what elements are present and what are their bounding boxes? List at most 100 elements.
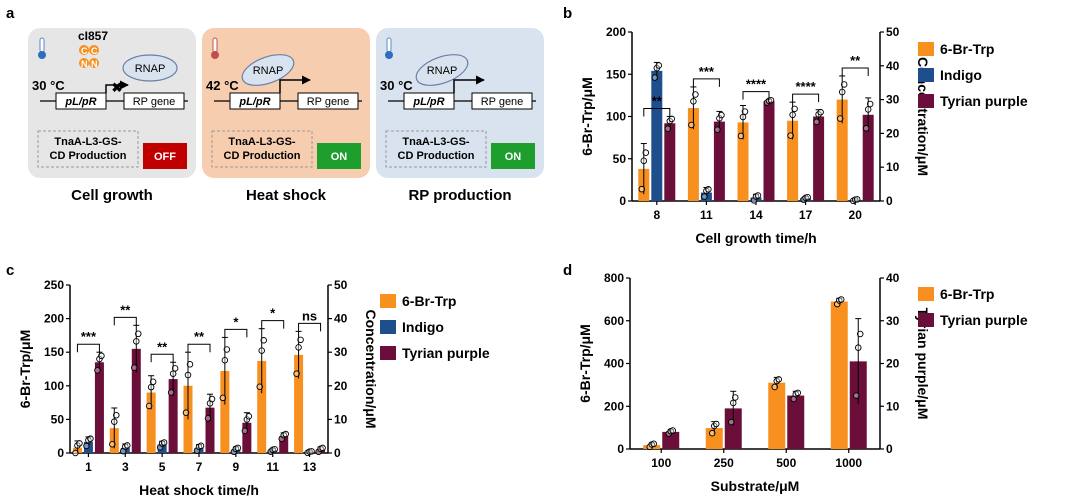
significance-label: * (270, 306, 276, 321)
significance-label: *** (699, 64, 715, 79)
state-rp-production: 30 °C RNAP pL/pR RP gene TnaA-L3-GS- CD … (376, 28, 544, 204)
replicate-point (160, 439, 168, 446)
replicate-point (705, 186, 712, 193)
significance-bracket (841, 67, 869, 76)
y-axis-label: 6-Br-Trp/μM (17, 330, 33, 409)
replicate-point (857, 330, 864, 338)
replicate-point (72, 449, 79, 457)
y-axis-label: 6-Br-Trp/μM (577, 324, 593, 403)
y2-tick-label: 10 (886, 399, 900, 413)
switch-label: ON (331, 151, 348, 163)
promoter-box (403, 92, 455, 110)
production-label-1: TnaA-L3-GS- (54, 136, 122, 148)
bar-6-br-trp (830, 301, 848, 449)
state-title: Cell growth (71, 187, 153, 204)
replicate-point (258, 347, 265, 354)
x-tick-label: 8 (653, 208, 660, 222)
significance-bracket (224, 328, 248, 338)
y-tick-label: 0 (619, 194, 626, 208)
replicate-point (754, 192, 762, 199)
replicate-point (836, 115, 844, 122)
x-axis-label: Heat shock time/h (139, 482, 259, 498)
replicate-point (208, 395, 216, 403)
production-box (37, 130, 139, 168)
replicate-point (124, 442, 131, 449)
bar-6-br-trp (787, 120, 799, 201)
replicate-point (716, 115, 723, 122)
y2-tick-label: 40 (886, 271, 900, 285)
switch-on-badge (491, 143, 535, 169)
y2-tick-label: 30 (886, 93, 900, 107)
repressor-label: cI857 (78, 29, 108, 43)
chart-d: 0 200 400 600 800 0 10 20 30 40 6-Br-Trp/μM Tyrian … (577, 271, 1028, 494)
replicate-point (668, 115, 676, 123)
replicate-point (109, 441, 116, 448)
y2-tick-label: 0 (334, 446, 341, 460)
svg-text:C: C (81, 46, 88, 56)
svg-text:N: N (91, 59, 98, 69)
bar-tyrian-purple (279, 436, 289, 453)
x-tick-label: 1000 (835, 456, 862, 470)
x-tick-label: 500 (776, 456, 796, 470)
replicate-point (260, 337, 267, 344)
replicate-point (297, 336, 304, 344)
replicate-point (853, 392, 860, 399)
legend-label: 6-Br-Trp (402, 293, 456, 309)
state-cell-growth: 30 °C cI857 C C N N RNAP pL/pR RP gene ✖… (28, 28, 196, 204)
thermometer-icon (38, 37, 46, 59)
replicate-point (241, 427, 249, 435)
transcription-arrow (279, 75, 311, 93)
significance-label: ns (302, 308, 317, 323)
replicate-point (655, 62, 663, 69)
y2-tick-label: 40 (886, 59, 900, 73)
bar-tyrian-purple (242, 422, 252, 453)
legend-swatch (380, 320, 396, 334)
legend-label: Indigo (940, 67, 982, 83)
promoter-box (229, 92, 281, 110)
bar-tyrian-purple (713, 121, 725, 201)
replicate-point (669, 427, 677, 434)
replicate-point (813, 118, 820, 126)
y-tick-label: 150 (606, 67, 626, 81)
significance-label: * (233, 314, 239, 329)
temperature-label: 30 °C (32, 78, 65, 93)
significance-bracket (792, 93, 820, 103)
replicate-point (245, 413, 253, 420)
bar-tyrian-purple (205, 407, 215, 453)
replicate-point (642, 149, 650, 156)
legend-swatch (918, 313, 934, 327)
switch-label: ON (505, 151, 522, 163)
state-background (202, 28, 370, 178)
replicate-point (732, 394, 739, 401)
production-label-1: TnaA-L3-GS- (228, 136, 296, 148)
x-tick-label: 17 (799, 208, 813, 222)
rnap-label: RNAP (135, 63, 166, 75)
state-title: RP production (408, 187, 511, 204)
replicate-point (718, 111, 725, 119)
replicate-point (234, 444, 242, 452)
replicate-point (775, 376, 783, 383)
significance-label: ** (157, 339, 168, 354)
significance-label: ** (194, 329, 205, 344)
replicate-point (638, 185, 646, 193)
x-tick-label: 3 (122, 460, 129, 474)
replicate-point (862, 125, 870, 132)
promoter-label: pL/pR (238, 96, 270, 108)
bar-tyrian-purple (94, 362, 104, 453)
replicate-point (197, 442, 205, 450)
replicate-point (791, 105, 798, 113)
promoter-label: pL/pR (412, 96, 444, 108)
replicate-point (690, 98, 697, 105)
replicate-point (728, 418, 735, 426)
replicate-point (167, 389, 175, 396)
significance-bracket (187, 343, 211, 353)
replicate-point (243, 416, 251, 423)
x-tick-label: 9 (233, 460, 240, 474)
y-tick-label: 50 (51, 412, 65, 426)
replicate-point (650, 440, 658, 448)
bar-6-br-trp (737, 122, 749, 201)
significance-bracket (261, 320, 285, 329)
replicate-point (308, 448, 315, 455)
bar-6-br-trp (705, 428, 723, 449)
bar-tyrian-purple (813, 116, 825, 201)
